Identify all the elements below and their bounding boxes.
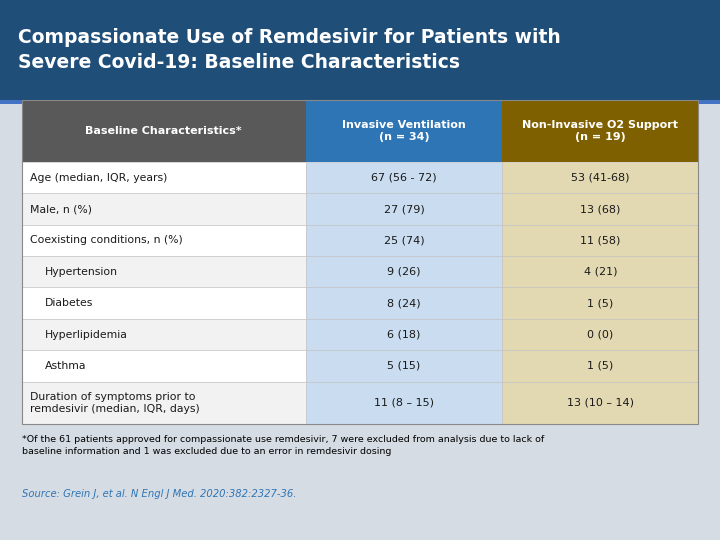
Text: 11 (8 – 15): 11 (8 – 15) (374, 398, 434, 408)
Bar (306, 287, 502, 319)
Text: Male, n (%): Male, n (%) (30, 204, 92, 214)
Bar (22, 319, 306, 350)
Text: *Of the 61 patients approved for compassionate use remdesivir, 7 were excluded f: *Of the 61 patients approved for compass… (22, 435, 544, 456)
Text: Baseline Characteristics*: Baseline Characteristics* (86, 126, 242, 136)
Text: 5 (15): 5 (15) (387, 361, 420, 371)
Bar (306, 100, 502, 162)
Text: Non-Invasive O2 Support
(n = 19): Non-Invasive O2 Support (n = 19) (522, 120, 678, 142)
Text: 1 (5): 1 (5) (587, 298, 613, 308)
Text: 6 (18): 6 (18) (387, 329, 420, 340)
Bar (22, 287, 306, 319)
Bar (306, 162, 502, 193)
Text: Hyperlipidemia: Hyperlipidemia (45, 329, 127, 340)
Bar (306, 350, 502, 382)
Text: 9 (26): 9 (26) (387, 267, 420, 277)
Text: 53 (41-68): 53 (41-68) (571, 173, 629, 183)
Text: 1 (5): 1 (5) (587, 361, 613, 371)
Bar (502, 319, 698, 350)
Text: Coexisting conditions, n (%): Coexisting conditions, n (%) (30, 235, 183, 245)
Bar (22, 162, 306, 193)
Bar (502, 100, 698, 162)
Text: 67 (56 - 72): 67 (56 - 72) (372, 173, 437, 183)
Text: Hypertension: Hypertension (45, 267, 117, 277)
Bar (502, 256, 698, 287)
Bar (502, 193, 698, 225)
Text: 4 (21): 4 (21) (583, 267, 617, 277)
Bar (22, 100, 306, 162)
Bar (22, 256, 306, 287)
Text: Compassionate Use of Remdesivir for Patients with
Severe Covid-19: Baseline Char: Compassionate Use of Remdesivir for Pati… (18, 28, 561, 72)
Text: 11 (58): 11 (58) (580, 235, 621, 245)
Text: Source: Grein J, et al. N Engl J Med. 2020:382:2327-36.: Source: Grein J, et al. N Engl J Med. 20… (22, 489, 296, 499)
Bar (306, 382, 502, 424)
Text: 13 (68): 13 (68) (580, 204, 621, 214)
Bar (306, 256, 502, 287)
Bar (306, 193, 502, 225)
Bar (502, 287, 698, 319)
Bar (306, 225, 502, 256)
Text: 25 (74): 25 (74) (384, 235, 424, 245)
Bar (502, 162, 698, 193)
Text: 13 (10 – 14): 13 (10 – 14) (567, 398, 634, 408)
Bar (0, 100, 720, 104)
Bar (502, 225, 698, 256)
Bar (306, 319, 502, 350)
Bar (22, 382, 306, 424)
Text: Invasive Ventilation
(n = 34): Invasive Ventilation (n = 34) (342, 120, 466, 142)
Text: Duration of symptoms prior to
remdesivir (median, IQR, days): Duration of symptoms prior to remdesivir… (30, 392, 200, 414)
Text: 0 (0): 0 (0) (587, 329, 613, 340)
Bar (22, 100, 698, 424)
Bar (0, 0, 720, 100)
Text: Asthma: Asthma (45, 361, 86, 371)
Text: 27 (79): 27 (79) (384, 204, 424, 214)
Bar (22, 193, 306, 225)
Bar (502, 350, 698, 382)
Text: 8 (24): 8 (24) (387, 298, 420, 308)
Bar (502, 382, 698, 424)
Text: Diabetes: Diabetes (45, 298, 93, 308)
Bar (22, 350, 306, 382)
Bar (22, 225, 306, 256)
Text: Age (median, IQR, years): Age (median, IQR, years) (30, 173, 168, 183)
Bar (22, 162, 698, 424)
